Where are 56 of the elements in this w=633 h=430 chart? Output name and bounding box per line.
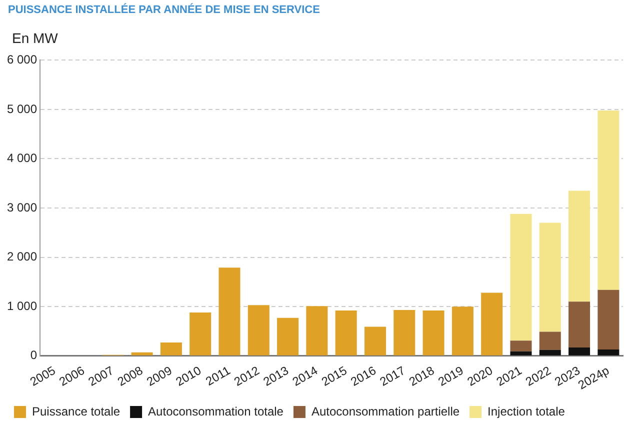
legend-label: Autoconsommation totale: [148, 404, 284, 418]
bar: [598, 290, 620, 350]
x-tick-label: 2015: [319, 363, 350, 389]
x-tick-label: 2005: [28, 363, 58, 389]
x-tick-label: 2006: [56, 363, 88, 389]
bar: [539, 332, 561, 350]
y-axis-title: En MW: [12, 30, 58, 46]
x-tick-label: 2009: [144, 363, 175, 389]
x-tick-label: 2013: [260, 363, 292, 389]
x-tick-label: 2019: [436, 363, 466, 389]
bar: [481, 292, 503, 356]
bar: [598, 349, 620, 356]
legend-label: Injection totale: [488, 404, 566, 418]
x-tick-label: 2011: [203, 363, 233, 388]
bar: [539, 350, 561, 356]
bar: [422, 310, 444, 356]
bar: [277, 318, 299, 356]
bar: [131, 352, 153, 356]
bar: [568, 190, 590, 302]
x-tick-label: 2014: [290, 363, 320, 389]
bar: [452, 306, 474, 356]
y-tick-label: 1 000: [7, 298, 38, 313]
bar: [218, 268, 240, 356]
y-tick-label: 0: [30, 348, 38, 362]
y-tick-label: 5 000: [7, 102, 38, 116]
bar: [306, 306, 328, 356]
y-tick-label: 4 000: [7, 151, 38, 166]
x-tick-label: 2021: [494, 363, 524, 389]
y-tick-label: 3 000: [7, 200, 38, 214]
bar: [568, 302, 590, 348]
x-tick-label: 2016: [348, 363, 379, 389]
bar: [510, 351, 532, 356]
bar: [598, 110, 620, 290]
bar: [364, 326, 386, 356]
legend-label: Autoconsommation partielle: [311, 404, 460, 418]
x-tick-label: 2022: [523, 363, 554, 389]
bar: [160, 342, 182, 356]
bar: [568, 347, 590, 356]
x-tick-label: 2010: [173, 363, 204, 389]
bar: [510, 214, 532, 341]
x-tick-label: 2012: [232, 363, 262, 389]
bar: [510, 340, 532, 352]
x-tick-label: 2017: [377, 363, 408, 389]
bar: [394, 310, 416, 356]
x-tick-label: 2007: [86, 363, 116, 389]
bar: [248, 305, 270, 356]
y-tick-label: 6 000: [7, 52, 38, 67]
bar: [190, 312, 212, 356]
x-tick-label: 2008: [115, 363, 146, 389]
x-tick-label: 2020: [464, 363, 496, 389]
bar: [335, 310, 357, 356]
y-tick-label: 2 000: [7, 250, 38, 264]
chart-title: PUISSANCE INSTALLÉE PAR ANNÉE DE MISE EN SERVICE: [8, 4, 320, 16]
legend-label: Puissance totale: [32, 404, 120, 418]
bar: [539, 222, 561, 332]
x-tick-label: 2018: [406, 363, 437, 389]
